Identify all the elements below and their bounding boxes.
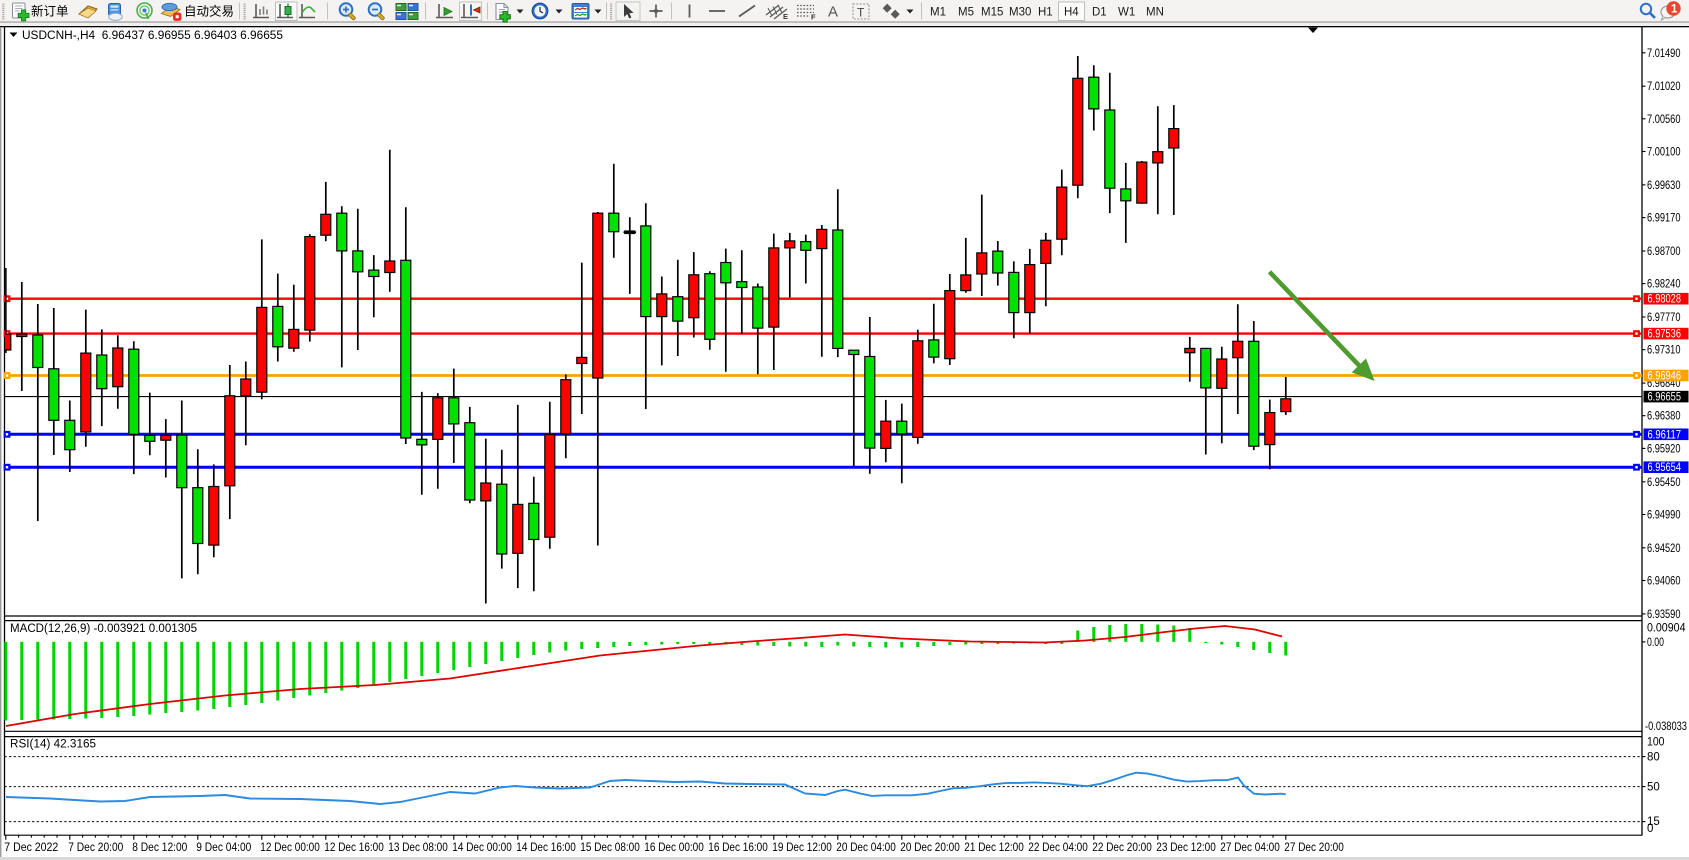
svg-text:6.98028: 6.98028 bbox=[1648, 294, 1682, 306]
svg-text:6.98700: 6.98700 bbox=[1647, 246, 1681, 258]
svg-text:13 Dec 08:00: 13 Dec 08:00 bbox=[388, 842, 448, 854]
svg-text:6.93590: 6.93590 bbox=[1647, 609, 1681, 621]
svg-text:12 Dec 00:00: 12 Dec 00:00 bbox=[260, 842, 320, 854]
svg-text:6.97770: 6.97770 bbox=[1647, 312, 1681, 324]
svg-text:T: T bbox=[857, 6, 865, 20]
svg-text:6.96380: 6.96380 bbox=[1647, 411, 1681, 423]
svg-text:6.95450: 6.95450 bbox=[1647, 477, 1681, 489]
svg-text:W1: W1 bbox=[1118, 7, 1135, 19]
svg-text:27 Dec 20:00: 27 Dec 20:00 bbox=[1284, 842, 1344, 854]
svg-text:1: 1 bbox=[1671, 4, 1678, 16]
svg-text:15: 15 bbox=[1647, 816, 1660, 828]
svg-text:0.00: 0.00 bbox=[1647, 637, 1664, 649]
svg-text:6.96117: 6.96117 bbox=[1648, 429, 1682, 441]
svg-text:6.96655: 6.96655 bbox=[1648, 392, 1682, 404]
svg-text:7.00560: 7.00560 bbox=[1647, 114, 1681, 126]
svg-text:6.95654: 6.95654 bbox=[1648, 462, 1682, 474]
svg-text:9 Dec 04:00: 9 Dec 04:00 bbox=[196, 842, 251, 854]
svg-text:6.94990: 6.94990 bbox=[1647, 510, 1681, 522]
svg-text:7 Dec 2022: 7 Dec 2022 bbox=[4, 842, 58, 854]
svg-text:新订单: 新订单 bbox=[31, 4, 69, 19]
svg-text:F: F bbox=[811, 13, 816, 22]
svg-text:100: 100 bbox=[1647, 737, 1665, 749]
svg-text:22 Dec 20:00: 22 Dec 20:00 bbox=[1092, 842, 1152, 854]
svg-text:15 Dec 08:00: 15 Dec 08:00 bbox=[580, 842, 640, 854]
svg-text:D1: D1 bbox=[1092, 7, 1107, 19]
svg-text:6.98240: 6.98240 bbox=[1647, 279, 1681, 291]
svg-text:14 Dec 00:00: 14 Dec 00:00 bbox=[452, 842, 512, 854]
svg-text:22 Dec 04:00: 22 Dec 04:00 bbox=[1028, 842, 1088, 854]
svg-text:MACD(12,26,9) -0.003921 0.0013: MACD(12,26,9) -0.003921 0.001305 bbox=[10, 623, 197, 635]
svg-text:50: 50 bbox=[1647, 782, 1660, 794]
svg-text:A: A bbox=[828, 4, 838, 21]
svg-text:6.96946: 6.96946 bbox=[1648, 371, 1682, 383]
svg-text:16 Dec 00:00: 16 Dec 00:00 bbox=[644, 842, 704, 854]
svg-text:6.94520: 6.94520 bbox=[1647, 543, 1681, 555]
svg-text:6.95920: 6.95920 bbox=[1647, 443, 1681, 455]
svg-text:7 Dec 20:00: 7 Dec 20:00 bbox=[68, 842, 123, 854]
svg-text:21 Dec 12:00: 21 Dec 12:00 bbox=[964, 842, 1024, 854]
svg-text:USDCNH-,H4 6.96437 6.96955 6.: USDCNH-,H4 6.96437 6.96955 6.96403 6.966… bbox=[22, 30, 283, 42]
svg-text:7.01490: 7.01490 bbox=[1647, 48, 1681, 60]
svg-text:6.97536: 6.97536 bbox=[1648, 329, 1682, 341]
svg-text:M1: M1 bbox=[930, 7, 946, 19]
svg-text:0.00904: 0.00904 bbox=[1647, 623, 1686, 635]
svg-text:RSI(14) 42.3165: RSI(14) 42.3165 bbox=[10, 739, 96, 751]
svg-text:H1: H1 bbox=[1038, 7, 1053, 19]
svg-text:6.94060: 6.94060 bbox=[1647, 576, 1681, 588]
svg-text:-0.038033: -0.038033 bbox=[1645, 721, 1687, 733]
svg-text:19 Dec 12:00: 19 Dec 12:00 bbox=[772, 842, 832, 854]
svg-text:7.00100: 7.00100 bbox=[1647, 147, 1681, 159]
svg-text:16 Dec 16:00: 16 Dec 16:00 bbox=[708, 842, 768, 854]
svg-text:23 Dec 12:00: 23 Dec 12:00 bbox=[1156, 842, 1216, 854]
svg-text:H4: H4 bbox=[1064, 7, 1079, 19]
svg-text:6.99630: 6.99630 bbox=[1647, 180, 1681, 192]
svg-text:8 Dec 12:00: 8 Dec 12:00 bbox=[132, 842, 187, 854]
svg-text:20 Dec 20:00: 20 Dec 20:00 bbox=[900, 842, 960, 854]
svg-text:M15: M15 bbox=[981, 7, 1003, 19]
svg-text:E: E bbox=[783, 12, 788, 21]
svg-text:27 Dec 04:00: 27 Dec 04:00 bbox=[1220, 842, 1280, 854]
svg-text:20 Dec 04:00: 20 Dec 04:00 bbox=[836, 842, 896, 854]
svg-text:M30: M30 bbox=[1009, 7, 1031, 19]
svg-text:7.01020: 7.01020 bbox=[1647, 81, 1681, 93]
svg-text:6.99170: 6.99170 bbox=[1647, 213, 1681, 225]
svg-text:14 Dec 16:00: 14 Dec 16:00 bbox=[516, 842, 576, 854]
svg-text:12 Dec 16:00: 12 Dec 16:00 bbox=[324, 842, 384, 854]
svg-text:0: 0 bbox=[1647, 823, 1653, 835]
svg-text:80: 80 bbox=[1647, 752, 1660, 764]
svg-text:MN: MN bbox=[1146, 7, 1164, 19]
svg-text:6.97310: 6.97310 bbox=[1647, 345, 1681, 357]
svg-text:M5: M5 bbox=[958, 7, 974, 19]
svg-text:自动交易: 自动交易 bbox=[184, 4, 234, 19]
